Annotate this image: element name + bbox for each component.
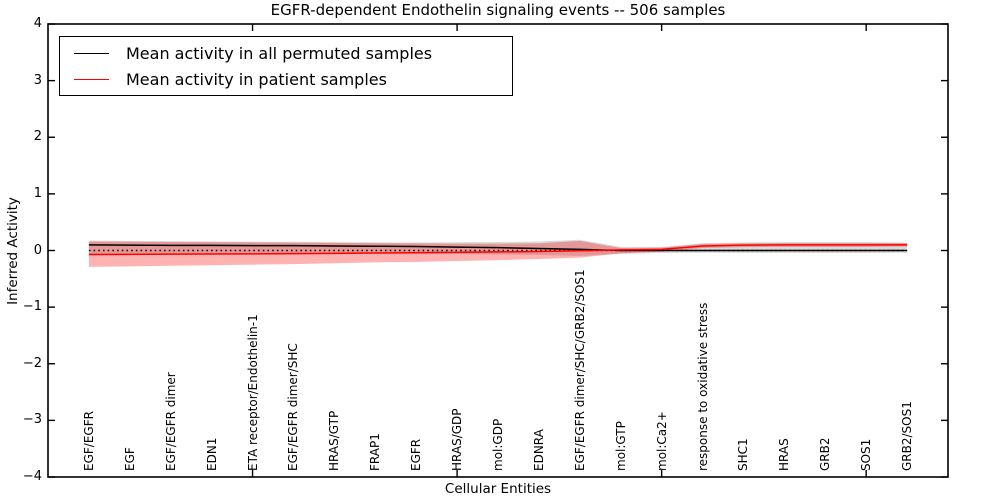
legend-item-patient: Mean activity in patient samples (60, 66, 512, 92)
y-tick-label: −4 (22, 469, 42, 484)
x-category-label: EGFR (409, 438, 424, 471)
x-category-label: GRB2 (818, 437, 833, 471)
x-category-label: HRAS/GDP (450, 408, 465, 471)
x-category-label: GRB2/SOS1 (900, 401, 915, 471)
y-tick-label: 4 (33, 16, 42, 31)
x-category-label: EDNRA (531, 429, 546, 471)
x-category-label: response to oxidative stress (695, 302, 710, 471)
x-category-label: HRAS (777, 438, 792, 471)
y-tick-label: −3 (22, 412, 42, 428)
y-tick-label: 2 (33, 129, 42, 145)
series-line-permuted (88, 244, 908, 252)
y-tick-label: 1 (33, 185, 42, 201)
legend-line-swatch-black (74, 52, 109, 54)
legend: Mean activity in all permuted samples Me… (59, 36, 513, 96)
x-category-label: EGF/EGFR dimer/SHC (286, 343, 301, 471)
y-tick-label: −1 (22, 299, 42, 315)
x-category-label: FRAP1 (368, 433, 383, 471)
legend-label: Mean activity in patient samples (126, 69, 387, 89)
x-category-label: mol:Ca2+ (654, 411, 669, 471)
x-category-label: SOS1 (859, 438, 874, 471)
patient-std-band (88, 240, 908, 267)
y-tick-label: 3 (33, 72, 42, 88)
x-category-label: SHC1 (736, 438, 751, 471)
x-category-label: EGF/EGFR dimer/SHC/GRB2/SOS1 (572, 269, 587, 471)
x-category-label: mol:GDP (491, 418, 505, 471)
x-category-label: EGF (122, 447, 137, 471)
series-line-patient (88, 244, 908, 256)
x-category-label: EGF/EGFR dimer (163, 372, 178, 471)
chart-title: EGFR-dependent Endothelin signaling even… (270, 1, 726, 19)
legend-line-swatch-red (74, 78, 109, 80)
legend-label: Mean activity in all permuted samples (126, 43, 433, 63)
x-category-label: HRAS/GTP (327, 410, 342, 471)
x-category-label: mol:GTP (613, 421, 628, 471)
x-category-label: EGF/EGFR (81, 411, 96, 471)
x-category-label: ETA receptor/Endothelin-1 (245, 314, 260, 471)
legend-item-permuted: Mean activity in all permuted samples (60, 40, 512, 66)
x-category-label: EDN1 (204, 437, 219, 471)
y-tick-label: 0 (33, 242, 42, 258)
y-tick-label: −2 (22, 355, 42, 371)
x-axis-label: Cellular Entities (444, 481, 552, 497)
